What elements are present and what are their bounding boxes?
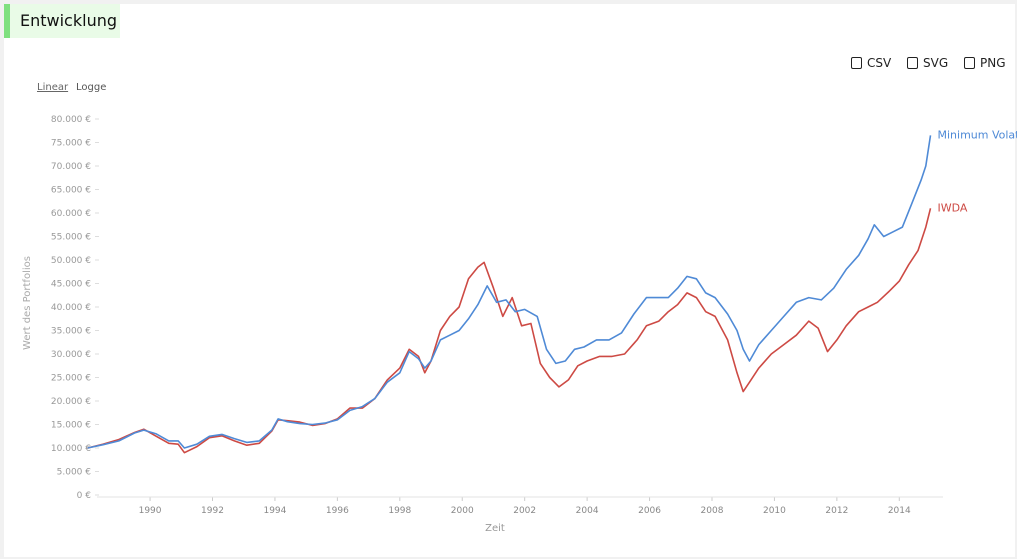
x-tick-label: 2000 xyxy=(451,506,474,516)
y-tick-label: 50.000 € xyxy=(51,256,91,266)
y-tick-label: 45.000 € xyxy=(51,280,91,290)
x-tick-label: 1992 xyxy=(201,506,224,516)
x-tick-label: 2002 xyxy=(513,506,536,516)
y-tick-label: 80.000 € xyxy=(51,115,91,125)
png-label: PNG xyxy=(980,56,1006,70)
y-axis-label: Wert des Portfolios xyxy=(22,256,33,350)
x-tick-label: 2014 xyxy=(888,506,911,516)
y-tick-label: 40.000 € xyxy=(51,303,91,313)
y-tick-label: 65.000 € xyxy=(51,186,91,196)
y-axis-ticks: 0 € 5.000 € 10.000 € 15.000 € 20.000 € 25.000… xyxy=(51,115,99,501)
csv-icon xyxy=(851,57,862,69)
chart-card xyxy=(4,4,1015,557)
svg-export-button[interactable]: SVG xyxy=(907,56,948,70)
y-tick-label: 35.000 € xyxy=(51,327,91,337)
svg-icon xyxy=(907,57,918,69)
y-tick-label: 30.000 € xyxy=(51,350,91,360)
x-tick-label: 2012 xyxy=(825,506,848,516)
x-tick-label: 1996 xyxy=(326,506,349,516)
x-tick-label: 1990 xyxy=(139,506,162,516)
scale-linear-toggle[interactable]: Linear xyxy=(37,82,69,93)
x-axis-label: Zeit xyxy=(485,523,505,534)
y-tick-label: 5.000 € xyxy=(57,468,92,478)
png-icon xyxy=(964,57,975,69)
y-tick-label: 10.000 € xyxy=(51,444,91,454)
y-tick-label: 55.000 € xyxy=(51,233,91,243)
x-tick-label: 2004 xyxy=(576,506,599,516)
png-export-button[interactable]: PNG xyxy=(964,56,1006,70)
y-tick-label: 15.000 € xyxy=(51,421,91,431)
series-label-minimum-volatility: Minimum Volatility xyxy=(938,128,1017,141)
series-line-iwda[interactable] xyxy=(87,208,932,454)
x-tick-label: 1994 xyxy=(263,506,286,516)
x-tick-label: 2006 xyxy=(638,506,661,516)
x-axis-ticks: 1990 1992 1994 1996 1998 2000 2002 2004 2006 2008… xyxy=(139,497,911,516)
csv-export-button[interactable]: CSV xyxy=(851,56,891,70)
y-tick-label: 25.000 € xyxy=(51,374,91,384)
series-line-minimum-volatility[interactable] xyxy=(87,135,932,449)
y-tick-label: 75.000 € xyxy=(51,139,91,149)
series-lines: IWDA Minimum Volatility xyxy=(87,128,1017,454)
x-tick-label: 2008 xyxy=(701,506,724,516)
csv-label: CSV xyxy=(867,56,892,70)
section-title-tab: Entwicklung xyxy=(4,4,120,38)
page-title: Entwicklung xyxy=(20,11,117,30)
series-label-iwda: IWDA xyxy=(938,201,968,214)
x-tick-label: 1998 xyxy=(388,506,411,516)
svg-label: SVG xyxy=(923,56,949,70)
y-tick-label: 0 € xyxy=(77,491,92,501)
y-tick-label: 60.000 € xyxy=(51,209,91,219)
y-tick-label: 20.000 € xyxy=(51,397,91,407)
x-tick-label: 2010 xyxy=(763,506,786,516)
scale-log-toggle[interactable]: Logge xyxy=(76,82,107,93)
y-tick-label: 70.000 € xyxy=(51,162,91,172)
